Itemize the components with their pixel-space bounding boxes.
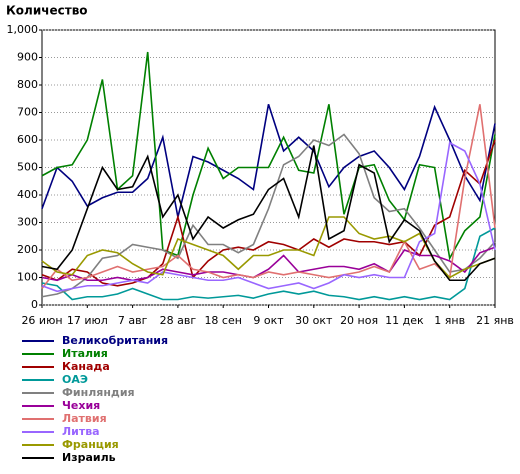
series-line [41, 133, 496, 298]
y-tick-label: 500 [17, 161, 38, 174]
legend-label: Канада [62, 360, 110, 373]
x-tick-label: 28 авг [160, 314, 197, 327]
legend-label: Израиль [62, 451, 116, 464]
y-tick-label: 300 [17, 216, 38, 229]
series-line [41, 141, 496, 293]
x-tick-label: 21 янв [476, 314, 514, 327]
legend-label: ОАЭ [62, 373, 88, 386]
legend-label: Чехия [62, 399, 100, 412]
y-tick-label: 900 [17, 51, 38, 64]
legend-label: Латвия [62, 412, 107, 425]
y-tick-label: 100 [17, 271, 38, 284]
series-line [41, 246, 496, 282]
legend-label: Франция [62, 438, 119, 451]
legend-label: Италия [62, 347, 108, 360]
x-tick-label: 7 авг [118, 314, 148, 327]
series-line [41, 104, 496, 218]
x-tick-label: 11 дек [385, 314, 424, 327]
x-tick-label: 9 окт [253, 314, 284, 327]
x-tick-label: 18 сен [204, 314, 242, 327]
legend-label: Финляндия [62, 386, 135, 399]
y-tick-label: 0 [31, 298, 38, 311]
x-tick-label: 30 окт [295, 314, 333, 327]
series-line [41, 227, 496, 301]
chart-title: Количество [6, 4, 88, 18]
series-line [41, 216, 496, 279]
y-tick-label: 800 [17, 78, 38, 91]
y-tick-label: 400 [17, 188, 38, 201]
x-tick-label: 20 ноя [340, 314, 378, 327]
series-line [41, 104, 496, 289]
y-tick-label: 200 [17, 243, 38, 256]
y-tick-label: 1,000 [7, 23, 39, 36]
legend-label: Великобритания [62, 334, 168, 347]
x-tick-label: 1 янв [434, 314, 465, 327]
series-line [41, 145, 496, 282]
legend-label: Литва [62, 425, 100, 438]
y-tick-label: 700 [17, 106, 38, 119]
x-tick-label: 26 июн [21, 314, 62, 327]
x-tick-label: 17 июл [67, 314, 108, 327]
y-tick-label: 600 [17, 133, 38, 146]
